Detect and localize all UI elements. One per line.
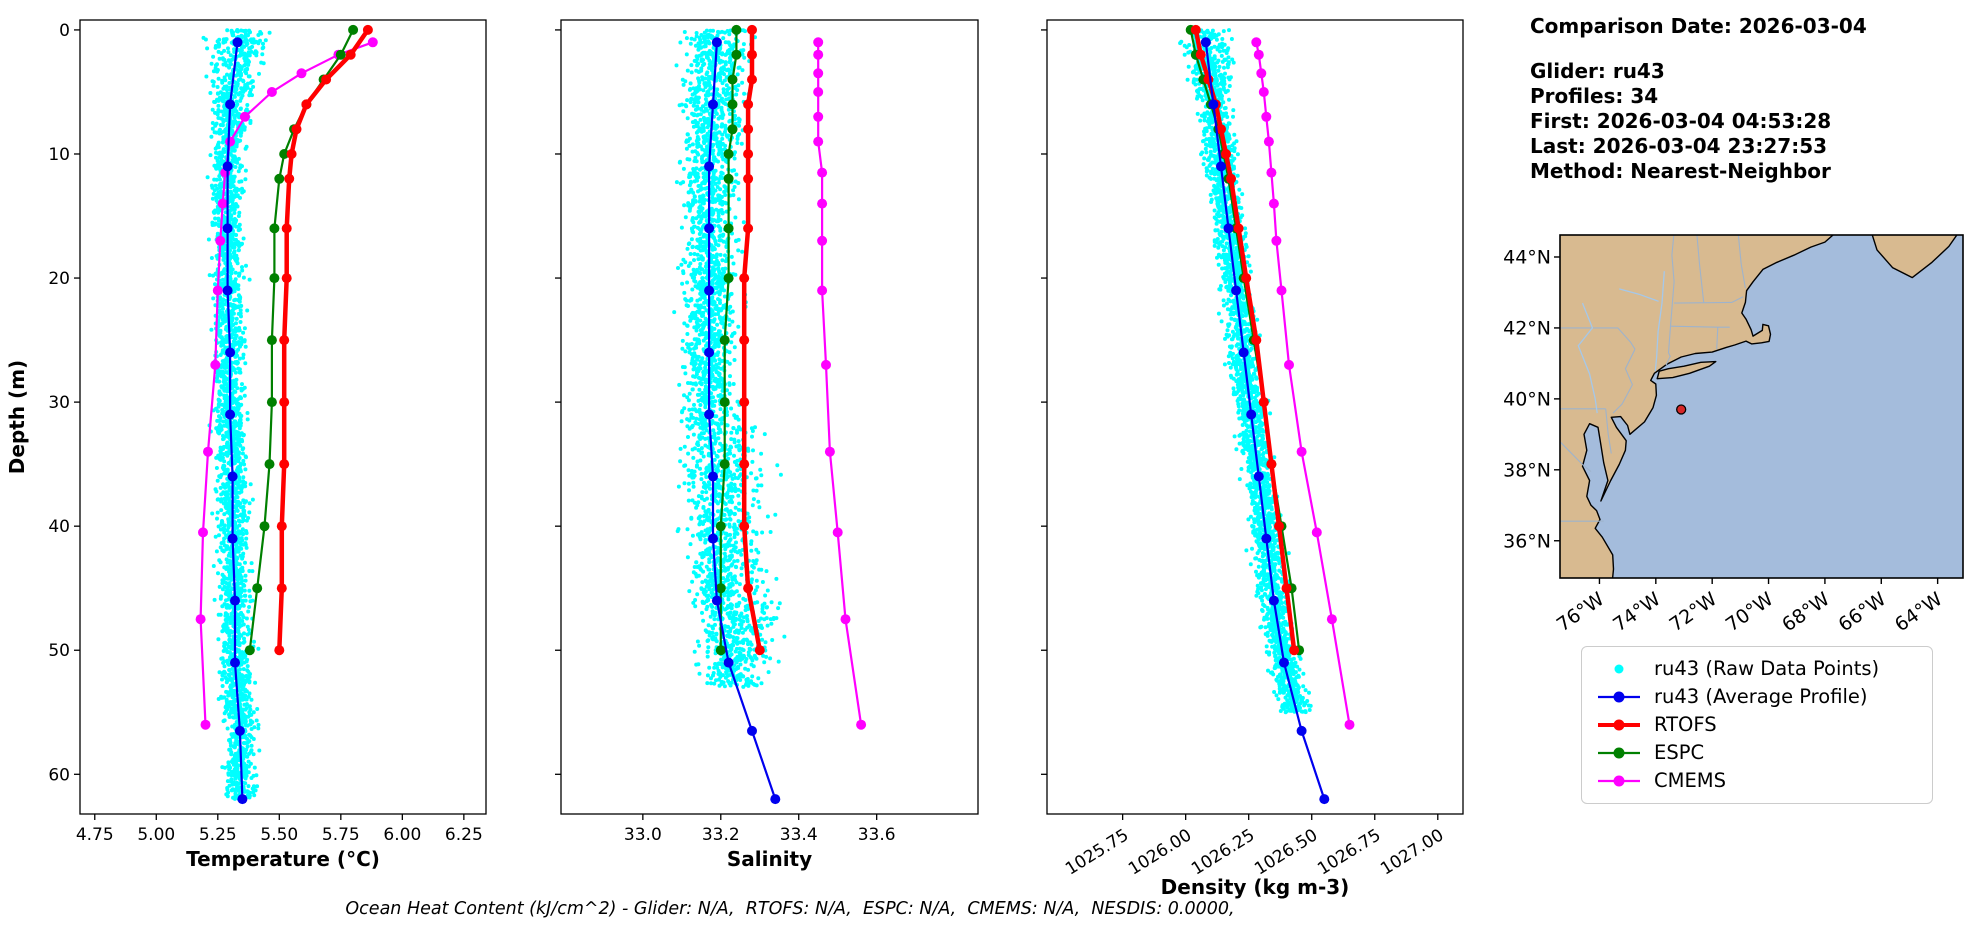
legend-marker-rtofs <box>1598 719 1640 731</box>
legend-label: ru43 (Average Profile) <box>1654 685 1868 709</box>
y-axis-ticks: 0 10 20 30 40 50 60 <box>48 21 80 785</box>
svg-text:30: 30 <box>48 393 70 413</box>
legend-label: CMEMS <box>1654 769 1726 793</box>
legend-item-ru43-average-profile: ru43 (Average Profile) <box>1596 685 1918 709</box>
salinity-series-cmems <box>813 37 867 730</box>
x-axis-ticks: 4.75 5.00 5.25 5.50 5.75 6.00 6.25 <box>76 814 483 845</box>
method-text: Method: Nearest-Neighbor <box>1530 159 1831 183</box>
comparison-date-text: Comparison Date: 2026-03-04 <box>1530 14 1867 38</box>
legend-item-espc: ESPC <box>1596 741 1918 765</box>
legend-label: ESPC <box>1654 741 1705 765</box>
first-profile-time-text: First: 2026-03-04 04:53:28 <box>1530 109 1832 133</box>
svg-text:0: 0 <box>59 21 70 41</box>
axes-frame <box>79 19 487 815</box>
temperature-xaxis-label: Temperature (°C) <box>186 847 380 871</box>
temperature-series-rtofs <box>274 24 373 656</box>
legend-item-ru43-raw-data-points: ru43 (Raw Data Points) <box>1596 657 1918 681</box>
salinity-raw-scatter <box>672 28 787 689</box>
density-series-ru43-average-profile <box>1200 37 1330 805</box>
state-border <box>1716 327 1719 350</box>
y-axis-ticks <box>1041 29 1047 775</box>
state-border <box>1737 235 1746 289</box>
mainland-landmass <box>1560 235 1835 578</box>
nova-scotia-landmass <box>1871 235 1958 279</box>
svg-text:5.50: 5.50 <box>260 825 298 845</box>
state-border <box>1696 235 1705 303</box>
last-profile-time-text: Last: 2026-03-04 23:27:53 <box>1530 134 1828 158</box>
state-border <box>1560 440 1592 473</box>
density-profile-chart: 1025.751026.001026.251026.501026.751027.… <box>1041 19 1464 899</box>
glider-name-text: Glider: ru43 <box>1530 59 1665 83</box>
legend-item-rtofs: RTOFS <box>1596 713 1918 737</box>
svg-text:10: 10 <box>48 145 70 165</box>
salinity-xaxis-label: Salinity <box>727 847 812 871</box>
temperature-series-ru43-average-profile <box>222 37 248 805</box>
legend-marker-ru43-raw-data-points <box>1614 664 1624 674</box>
svg-text:40: 40 <box>48 517 70 537</box>
map-lat-ticks: 44°N42°N40°N38°N36°N <box>1503 246 1560 552</box>
temperature-profile-chart: 0 10 20 30 40 50 60 4.75 5.00 5.25 5.50 5.75 6.00 6.2… <box>5 19 487 871</box>
ocean-heat-content-note: Ocean Heat Content (kJ/cm^2) - Glider: N… <box>345 899 1235 919</box>
axes-frame <box>1046 19 1464 815</box>
profiles-count-text: Profiles: 34 <box>1530 84 1659 108</box>
density-xaxis-label: Density (kg m-3) <box>1161 875 1350 899</box>
legend-marker-ru43-average-profile <box>1598 691 1640 703</box>
state-border <box>1612 348 1636 414</box>
river <box>1577 302 1598 414</box>
depth-axis-label: Depth (m) <box>5 360 29 474</box>
river <box>1619 288 1659 302</box>
svg-text:5.25: 5.25 <box>199 825 237 845</box>
info-panel: Comparison Date: 2026-03-04 Glider: ru43… <box>1530 14 1867 184</box>
legend-marker-cmems <box>1598 775 1640 787</box>
legend-label: ru43 (Raw Data Points) <box>1654 657 1880 681</box>
river <box>1654 271 1665 372</box>
state-border <box>1560 327 1636 350</box>
svg-text:4.75: 4.75 <box>76 825 114 845</box>
state-border <box>1674 301 1732 304</box>
long-island-landmass <box>1656 360 1717 380</box>
svg-text:50: 50 <box>48 641 70 661</box>
state-border <box>1605 408 1612 454</box>
x-axis-ticks: 33.0 33.2 33.4 33.6 <box>624 814 896 845</box>
map-lon-ticks: 76°W 74°W 72°W 70°W 68°W 66°W 64°W <box>1553 578 1947 636</box>
svg-text:60: 60 <box>48 765 70 785</box>
salinity-series-rtofs <box>739 24 765 656</box>
legend: ru43 (Raw Data Points) ru43 (Average Prof… <box>1581 646 1933 804</box>
state-border <box>1731 296 1744 303</box>
density-series-cmems <box>1251 37 1355 730</box>
salinity-series-espc <box>715 24 742 656</box>
legend-marker-espc <box>1598 747 1640 759</box>
info-gap <box>1530 39 1867 59</box>
svg-text:6.25: 6.25 <box>445 825 483 845</box>
salinity-series-ru43-average-profile <box>704 37 781 805</box>
x-axis-ticks: 1025.751026.001026.251026.501026.751027.… <box>1062 814 1447 880</box>
glider-location-marker <box>1676 404 1687 415</box>
location-map: 44°N 42°N 40°N 38°N 36°N 76°W 74°W 72°W 70°W 68°W… <box>1500 228 1978 642</box>
axes-frame <box>560 19 979 815</box>
y-axis-ticks <box>555 29 561 775</box>
map-svg: 44°N42°N40°N38°N36°N 76°W 74°W 72°W 70°W 68°W… <box>1503 234 1964 636</box>
legend-item-cmems: CMEMS <box>1596 769 1918 793</box>
map-frame <box>1559 234 1964 579</box>
svg-text:6.00: 6.00 <box>383 825 421 845</box>
svg-text:20: 20 <box>48 269 70 289</box>
map-layers <box>1560 235 1963 578</box>
svg-text:5.75: 5.75 <box>322 825 360 845</box>
legend-label: RTOFS <box>1654 713 1717 737</box>
svg-text:5.00: 5.00 <box>137 825 175 845</box>
